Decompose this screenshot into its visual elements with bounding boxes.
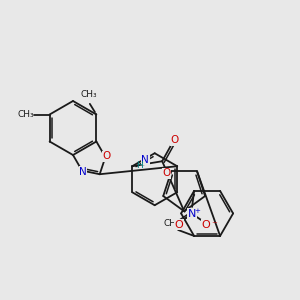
Text: N: N [141, 155, 149, 165]
Text: CH₃: CH₃ [164, 219, 180, 228]
Text: O: O [102, 151, 110, 161]
Text: CH₃: CH₃ [17, 110, 34, 119]
Text: H: H [136, 161, 142, 170]
Text: +: + [194, 208, 200, 214]
Text: N: N [79, 167, 87, 177]
Text: ⁻: ⁻ [211, 220, 217, 230]
Text: O: O [170, 135, 178, 145]
Text: O: O [202, 220, 211, 230]
Text: N: N [188, 209, 196, 219]
Text: O: O [162, 168, 170, 178]
Text: O: O [175, 220, 184, 230]
Text: CH₃: CH₃ [80, 90, 97, 99]
